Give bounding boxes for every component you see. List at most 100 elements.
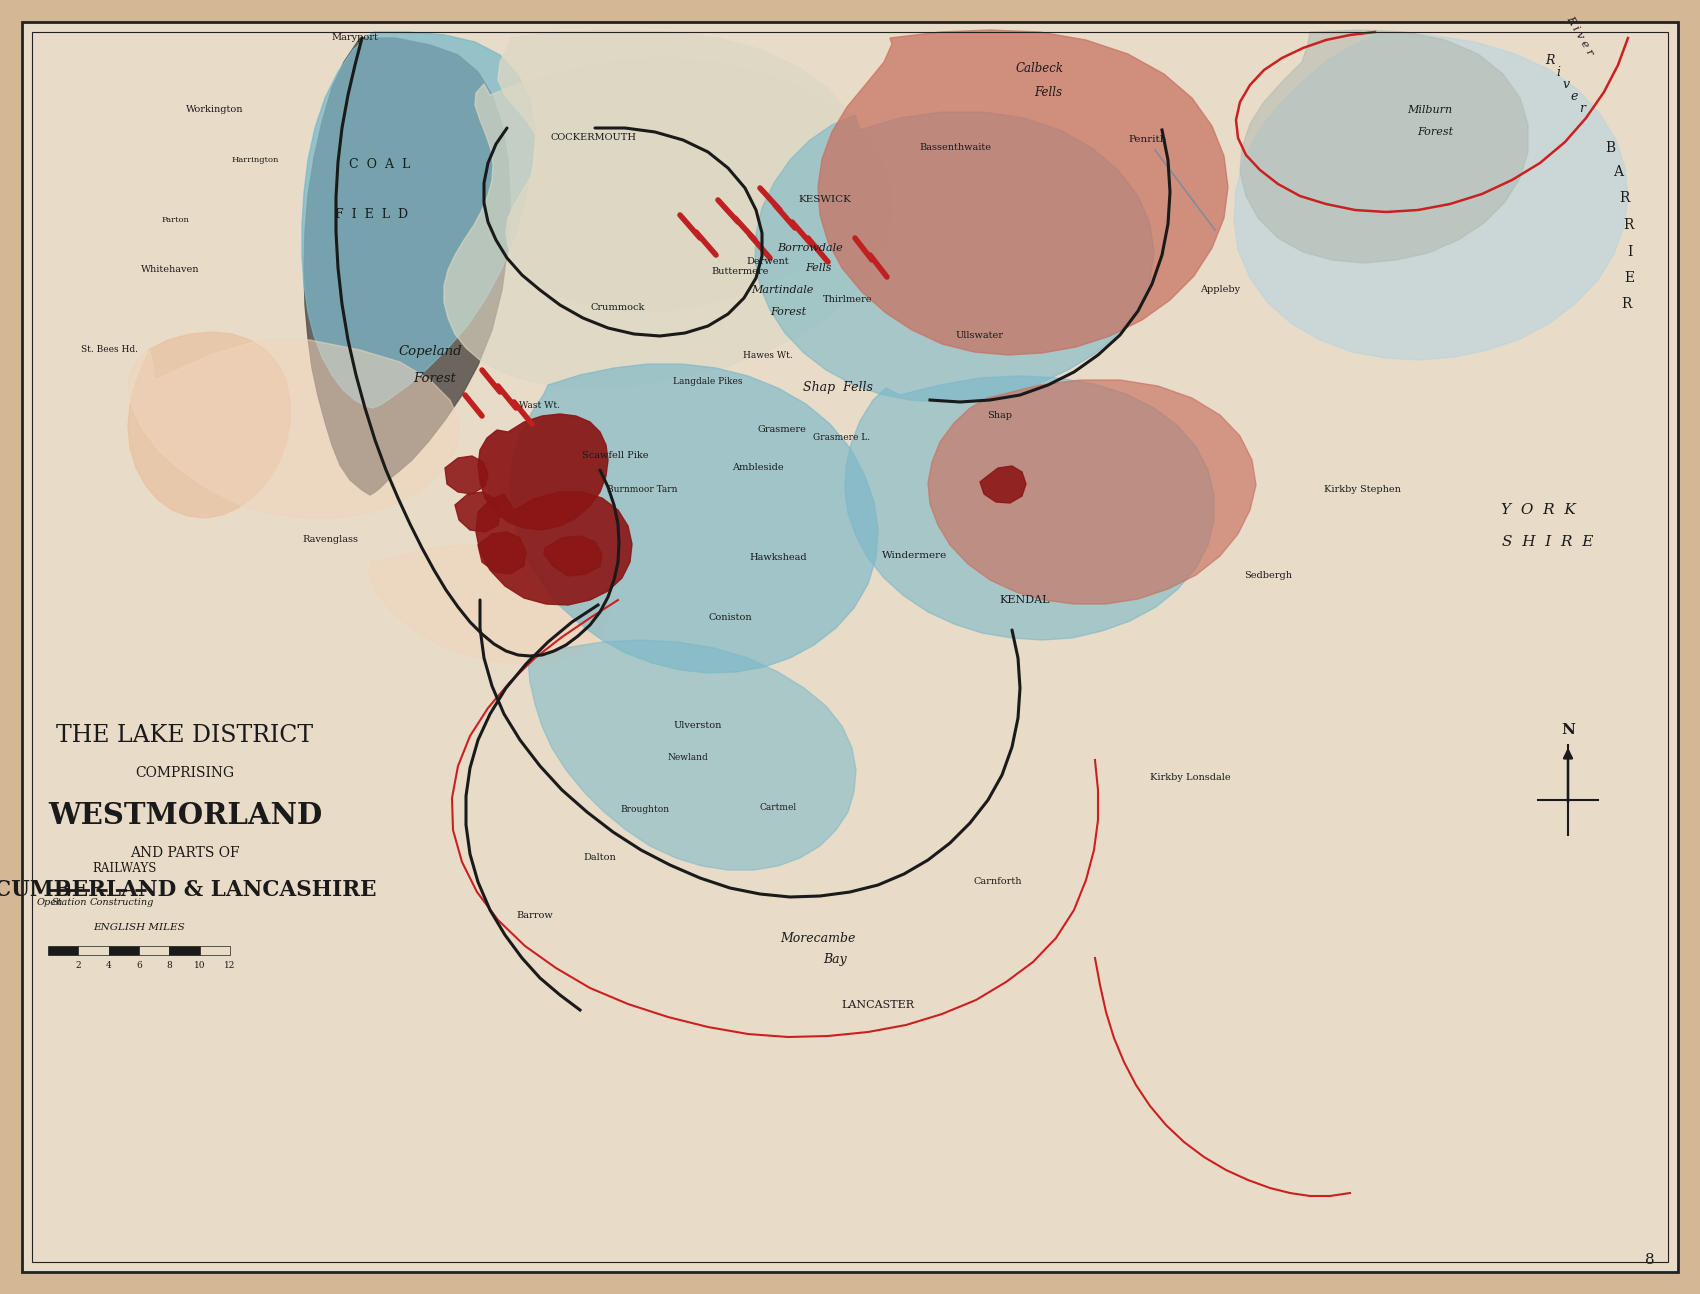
Text: WESTMORLAND: WESTMORLAND [48, 801, 321, 829]
Text: R i v e r: R i v e r [1564, 14, 1595, 57]
Text: Y  O  R  K: Y O R K [1501, 503, 1576, 518]
Bar [109, 946, 139, 955]
Text: Kirkby Lonsdale: Kirkby Lonsdale [1149, 774, 1231, 783]
Polygon shape [478, 414, 609, 531]
Bar [48, 946, 78, 955]
Text: Grasmere: Grasmere [758, 426, 806, 435]
Polygon shape [367, 545, 610, 664]
Text: e: e [1571, 89, 1578, 102]
Polygon shape [529, 641, 857, 870]
Text: Open: Open [37, 898, 63, 907]
Text: Harrington: Harrington [231, 157, 279, 164]
Text: Dalton: Dalton [583, 854, 617, 863]
Text: R: R [1624, 217, 1634, 232]
Polygon shape [818, 30, 1227, 355]
Text: 10: 10 [194, 961, 206, 970]
Text: Milburn: Milburn [1408, 105, 1452, 115]
Text: THE LAKE DISTRICT: THE LAKE DISTRICT [56, 723, 313, 747]
Text: Langdale Pikes: Langdale Pikes [673, 378, 743, 387]
Text: Penrith: Penrith [1129, 136, 1168, 145]
Text: C  O  A  L: C O A L [350, 158, 411, 172]
Text: 8: 8 [1646, 1253, 1654, 1267]
Text: Forest: Forest [413, 371, 456, 384]
Polygon shape [444, 58, 892, 388]
Text: A: A [1613, 166, 1624, 179]
Polygon shape [304, 38, 510, 496]
Text: 4: 4 [105, 961, 112, 970]
Text: Bassenthwaite: Bassenthwaite [920, 144, 991, 153]
Text: Windermere: Windermere [882, 550, 947, 559]
Text: Ravenglass: Ravenglass [303, 536, 359, 545]
Polygon shape [445, 455, 488, 494]
Text: N: N [1561, 723, 1574, 738]
Text: Crummock: Crummock [592, 304, 646, 312]
Text: 12: 12 [224, 961, 236, 970]
Bar [199, 946, 230, 955]
Text: Wast Wt.: Wast Wt. [520, 401, 561, 409]
Text: Workington: Workington [187, 106, 243, 114]
Text: r: r [1579, 101, 1584, 114]
Text: R: R [1545, 53, 1556, 66]
Text: S  H  I  R  E: S H I R E [1503, 534, 1593, 549]
Text: Shap: Shap [988, 410, 1013, 419]
Text: Station: Station [51, 898, 87, 907]
Bar [78, 946, 109, 955]
Text: Maryport: Maryport [332, 34, 379, 43]
Text: R: R [1618, 192, 1629, 204]
Text: Morecambe: Morecambe [780, 932, 855, 945]
Text: Calbeck: Calbeck [1017, 62, 1064, 75]
Text: 6: 6 [136, 961, 141, 970]
Text: F  I  E  L  D: F I E L D [335, 208, 408, 221]
Polygon shape [476, 492, 632, 606]
Polygon shape [478, 532, 525, 575]
Text: i: i [1556, 66, 1561, 79]
Text: Grasmere L.: Grasmere L. [813, 433, 870, 443]
Text: Burnmoor Tarn: Burnmoor Tarn [607, 485, 677, 494]
Polygon shape [498, 30, 865, 312]
Polygon shape [128, 333, 291, 518]
Text: Derwent: Derwent [746, 258, 789, 267]
Text: Borrowdale: Borrowdale [777, 243, 843, 254]
Text: 2: 2 [75, 961, 82, 970]
Polygon shape [544, 536, 602, 576]
Text: Newland: Newland [668, 753, 709, 762]
Text: Copeland: Copeland [398, 345, 462, 358]
Text: Thirlmere: Thirlmere [823, 295, 872, 304]
Text: Martindale: Martindale [751, 285, 813, 295]
Text: AND PARTS OF: AND PARTS OF [131, 846, 240, 861]
Text: Appleby: Appleby [1200, 286, 1239, 295]
Polygon shape [1234, 32, 1629, 360]
Text: Scawfell Pike: Scawfell Pike [581, 452, 648, 461]
Text: Whitehaven: Whitehaven [141, 265, 199, 274]
Text: Coniston: Coniston [709, 613, 751, 622]
Text: Forest: Forest [1416, 127, 1454, 137]
Polygon shape [979, 466, 1027, 503]
Polygon shape [845, 377, 1214, 641]
Polygon shape [510, 364, 877, 673]
Text: KESWICK: KESWICK [799, 195, 852, 204]
Polygon shape [928, 380, 1256, 604]
Bar [139, 946, 170, 955]
Text: Ullswater: Ullswater [955, 330, 1005, 339]
Text: Carnforth: Carnforth [974, 877, 1022, 886]
Text: Buttermere: Buttermere [711, 268, 768, 277]
Text: Kirkby Stephen: Kirkby Stephen [1324, 485, 1401, 494]
Text: Barrow: Barrow [517, 911, 554, 920]
Text: v: v [1562, 78, 1569, 91]
Text: Parton: Parton [162, 216, 189, 224]
Text: RAILWAYS: RAILWAYS [94, 862, 156, 875]
Text: Hawes Wt.: Hawes Wt. [743, 351, 792, 360]
Text: KENDAL: KENDAL [1000, 595, 1051, 606]
Text: Fells: Fells [1034, 85, 1062, 98]
Text: R: R [1620, 298, 1632, 311]
Text: Shap  Fells: Shap Fells [802, 382, 872, 395]
Text: E: E [1624, 270, 1634, 285]
Polygon shape [1239, 30, 1528, 263]
Text: COCKERMOUTH: COCKERMOUTH [551, 133, 638, 142]
Text: St. Bees Hd.: St. Bees Hd. [82, 345, 138, 355]
Polygon shape [755, 113, 1154, 402]
Polygon shape [303, 32, 536, 408]
Bar [170, 946, 199, 955]
Text: I: I [1627, 245, 1632, 259]
Text: 8: 8 [167, 961, 172, 970]
